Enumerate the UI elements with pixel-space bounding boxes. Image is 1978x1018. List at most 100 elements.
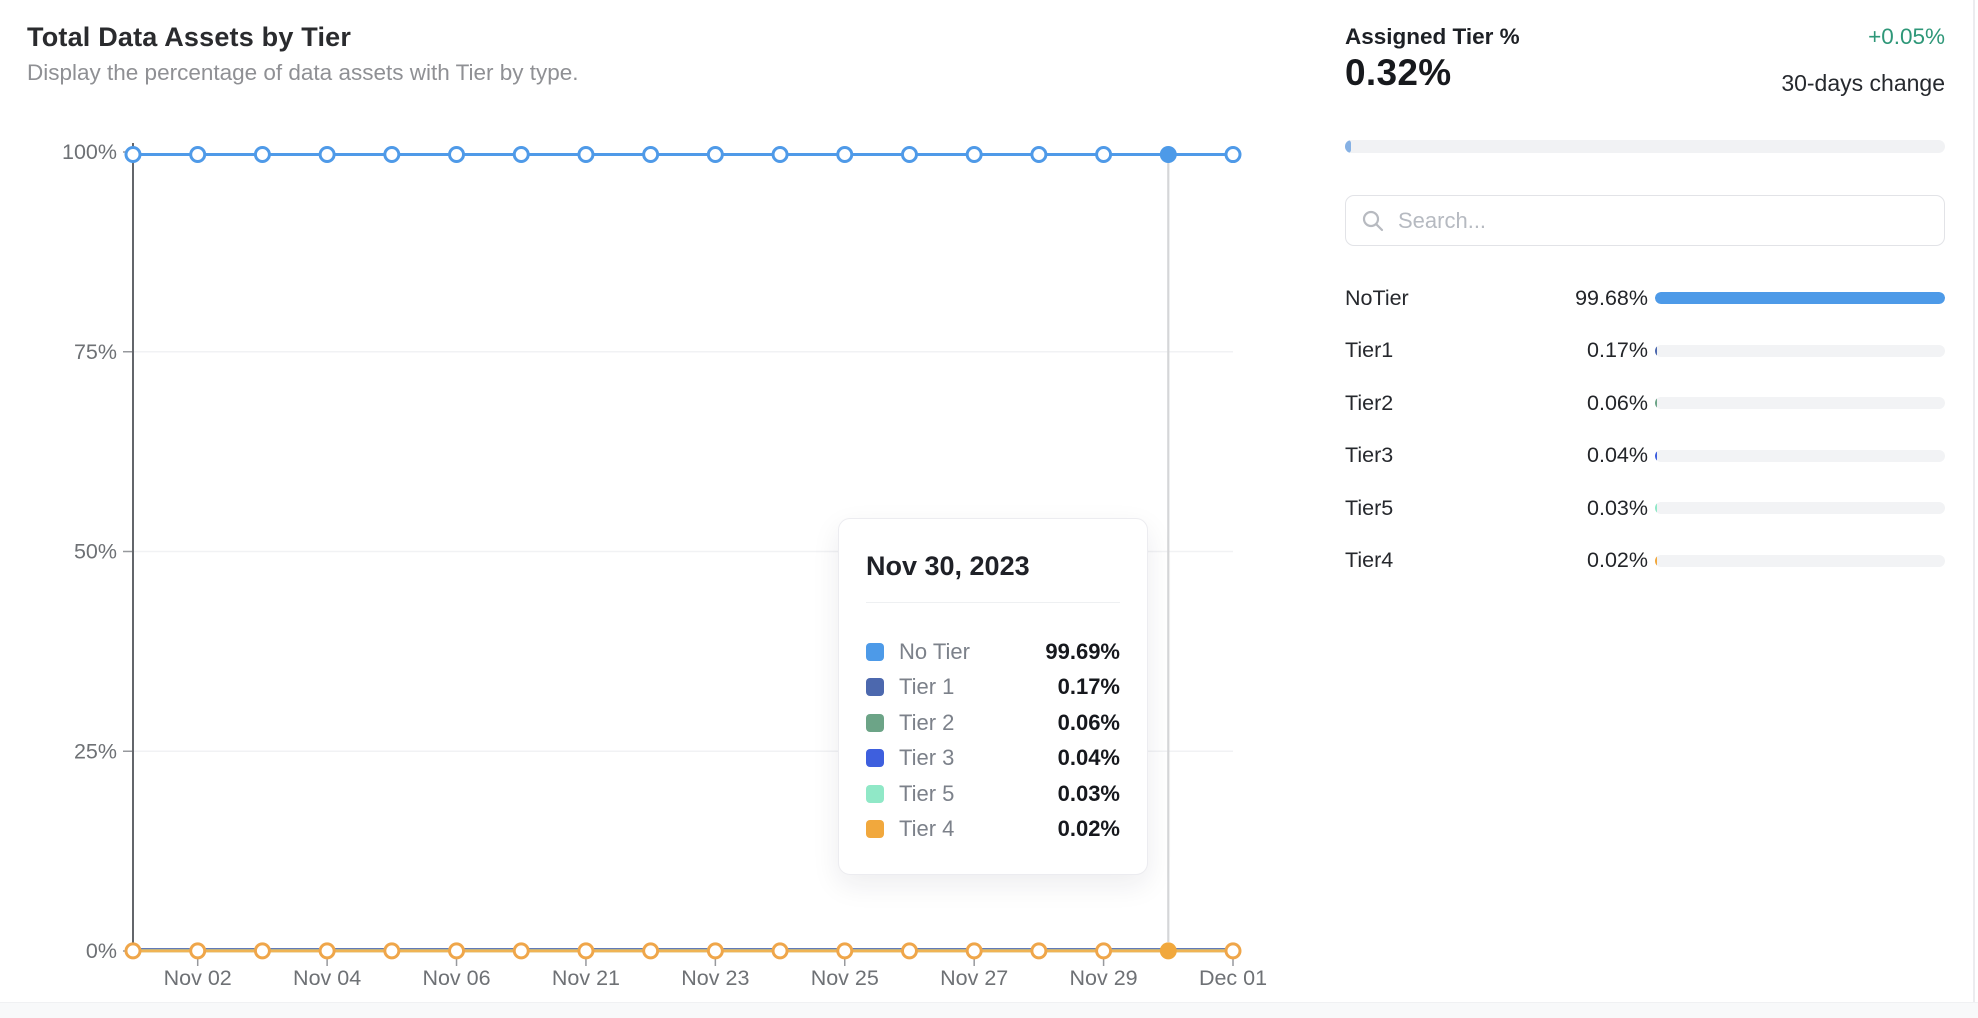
data-point[interactable] [512, 145, 530, 163]
page-title: Total Data Assets by Tier [27, 22, 352, 52]
legend-swatch-icon [866, 642, 884, 661]
data-point[interactable] [1095, 942, 1113, 960]
data-point[interactable] [383, 145, 401, 163]
data-point[interactable] [706, 942, 724, 960]
tier-bar [1655, 344, 1945, 357]
tooltip-series-name: Tier 2 [899, 709, 955, 735]
search-box[interactable] [1345, 195, 1945, 246]
tooltip-series-value: 0.04% [1057, 745, 1120, 771]
x-tick-label: Nov 02 [164, 966, 232, 990]
data-point[interactable] [253, 942, 271, 960]
change-badge: +0.05% [1868, 24, 1945, 49]
tier-bar-fill [1655, 292, 1945, 305]
x-tick-label: Nov 25 [811, 966, 879, 990]
tooltip-series-value: 0.06% [1057, 709, 1120, 735]
y-tick-label: 0% [86, 939, 117, 963]
tier-list-item[interactable]: Tier4 0.02% [1345, 535, 1945, 588]
tier-list-item[interactable]: Tier3 0.04% [1345, 430, 1945, 483]
data-point[interactable] [1095, 145, 1113, 163]
tier-list: NoTier 99.68% Tier1 0.17% Tier2 0.06% Tier3 0.0… [1345, 272, 1945, 587]
tier-label: Tier4 [1345, 548, 1394, 573]
data-point[interactable] [318, 942, 336, 960]
data-point[interactable] [318, 145, 336, 163]
data-point[interactable] [1224, 942, 1242, 960]
tooltip-series-name: Tier 1 [899, 674, 955, 700]
tooltip-series-value: 0.17% [1057, 674, 1120, 700]
tooltip-divider [866, 602, 1120, 603]
tier-bar-fill [1655, 397, 1657, 410]
tier-bar [1655, 502, 1945, 515]
tier-bar-fill [1655, 554, 1657, 567]
tooltip-row: Tier 1 0.17% [866, 670, 1120, 706]
tier-label: NoTier [1345, 285, 1409, 310]
tooltip-series-name: Tier 4 [899, 816, 955, 842]
active-data-point[interactable] [1159, 942, 1177, 960]
data-point[interactable] [448, 145, 466, 163]
x-tick-label: Nov 23 [681, 966, 749, 990]
x-tick-label: Nov 29 [1070, 966, 1138, 990]
tier-value: 0.06% [1587, 390, 1648, 415]
data-point[interactable] [383, 942, 401, 960]
tooltip-legend: No Tier 99.69% Tier 1 0.17% Tier 2 0.06% Tier … [866, 634, 1120, 847]
tooltip-row: Tier 3 0.04% [866, 741, 1120, 777]
data-point[interactable] [577, 145, 595, 163]
tooltip-series-name: No Tier [899, 638, 970, 664]
tooltip-series-value: 0.03% [1057, 780, 1120, 806]
data-point[interactable] [900, 942, 918, 960]
tier-value: 0.17% [1587, 338, 1648, 363]
data-point[interactable] [642, 942, 660, 960]
data-point[interactable] [1030, 942, 1048, 960]
data-point[interactable] [189, 145, 207, 163]
data-point[interactable] [124, 145, 142, 163]
tooltip-date: Nov 30, 2023 [866, 551, 1030, 581]
y-tick-label: 50% [74, 540, 117, 564]
data-point[interactable] [189, 942, 207, 960]
data-point[interactable] [253, 145, 271, 163]
tooltip-row: No Tier 99.69% [866, 634, 1120, 670]
tooltip-row: Tier 2 0.06% [866, 705, 1120, 741]
data-point[interactable] [965, 942, 983, 960]
legend-swatch-icon [866, 820, 884, 839]
data-point[interactable] [642, 145, 660, 163]
legend-swatch-icon [866, 678, 884, 697]
search-input[interactable] [1396, 206, 1928, 235]
tier-list-item[interactable]: Tier1 0.17% [1345, 325, 1945, 378]
data-point[interactable] [771, 145, 789, 163]
tier-bar [1655, 449, 1945, 462]
y-tick-label: 75% [74, 340, 117, 364]
panel-title: Assigned Tier % [1345, 24, 1520, 49]
x-tick-label: Dec 01 [1199, 966, 1267, 990]
tooltip-row: Tier 4 0.02% [866, 812, 1120, 848]
data-point[interactable] [836, 145, 854, 163]
tier-label: Tier5 [1345, 495, 1394, 520]
tier-bar [1655, 292, 1945, 305]
progress-fill [1345, 140, 1351, 153]
data-point[interactable] [124, 942, 142, 960]
data-point[interactable] [965, 145, 983, 163]
tier-list-item[interactable]: Tier2 0.06% [1345, 377, 1945, 430]
tooltip-series-value: 0.02% [1057, 816, 1120, 842]
tier-value: 0.04% [1587, 443, 1648, 468]
data-point[interactable] [512, 942, 530, 960]
data-point[interactable] [771, 942, 789, 960]
tier-list-item[interactable]: Tier5 0.03% [1345, 482, 1945, 535]
y-tick-label: 25% [74, 739, 117, 763]
data-point[interactable] [900, 145, 918, 163]
tier-bar-fill [1655, 449, 1657, 462]
data-point[interactable] [1030, 145, 1048, 163]
legend-swatch-icon [866, 713, 884, 732]
data-point[interactable] [577, 942, 595, 960]
tier-list-item[interactable]: NoTier 99.68% [1345, 272, 1945, 325]
tier-label: Tier2 [1345, 390, 1394, 415]
x-tick-label: Nov 27 [940, 966, 1008, 990]
data-point[interactable] [1224, 146, 1242, 164]
tier-bar [1655, 554, 1945, 567]
data-point[interactable] [836, 942, 854, 960]
tier-value: 99.68% [1575, 285, 1648, 310]
data-point[interactable] [448, 942, 466, 960]
data-point[interactable] [706, 145, 724, 163]
active-data-point[interactable] [1159, 145, 1177, 163]
chart-tooltip: Nov 30, 2023 No Tier 99.69% Tier 1 0.17% Tie… [838, 518, 1148, 875]
panel-value-row: 0.32% 30-days change [1345, 52, 1945, 96]
